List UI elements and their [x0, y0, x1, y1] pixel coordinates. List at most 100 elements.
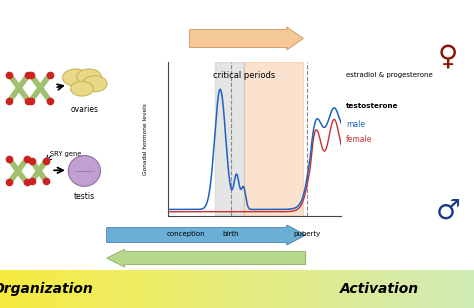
Bar	[216, 270, 219, 308]
Bar	[71, 270, 74, 308]
Bar	[204, 270, 207, 308]
Bar	[201, 270, 205, 308]
FancyArrow shape	[190, 27, 303, 50]
Bar	[450, 270, 454, 308]
Bar	[246, 270, 250, 308]
Bar	[211, 270, 214, 308]
Bar	[237, 270, 240, 308]
Bar	[111, 270, 115, 308]
Bar	[472, 270, 474, 308]
Bar	[467, 270, 470, 308]
Bar	[118, 270, 122, 308]
Bar	[254, 270, 257, 308]
Bar	[50, 270, 53, 308]
Text: defeminization: defeminization	[168, 253, 235, 262]
Bar	[109, 270, 112, 308]
Bar	[287, 270, 290, 308]
Bar	[62, 270, 65, 308]
Bar	[270, 270, 273, 308]
Bar	[436, 270, 439, 308]
Text: female: female	[346, 135, 373, 144]
Bar	[282, 270, 285, 308]
Bar	[225, 270, 228, 308]
Bar	[28, 270, 32, 308]
Bar	[427, 270, 430, 308]
Text: testosterone: testosterone	[346, 103, 399, 109]
Bar	[398, 270, 401, 308]
Bar	[192, 270, 195, 308]
Bar	[0, 270, 3, 308]
Bar	[185, 270, 188, 308]
Bar	[353, 270, 356, 308]
Bar	[389, 270, 392, 308]
Bar	[116, 270, 119, 308]
Bar	[438, 270, 442, 308]
Text: Activation: Activation	[340, 282, 419, 296]
Bar	[66, 270, 70, 308]
Bar	[429, 270, 432, 308]
Bar	[218, 270, 221, 308]
Bar	[431, 270, 435, 308]
Bar	[36, 270, 39, 308]
Bar	[256, 270, 259, 308]
Bar	[245, 62, 303, 216]
Bar	[417, 270, 420, 308]
Text: feminization: feminization	[214, 33, 274, 43]
Bar	[284, 270, 288, 308]
Bar	[232, 270, 236, 308]
Bar	[453, 270, 456, 308]
Bar	[465, 270, 468, 308]
Bar	[396, 270, 399, 308]
Bar	[346, 270, 349, 308]
Bar	[121, 270, 124, 308]
Bar	[377, 270, 380, 308]
Bar	[462, 270, 465, 308]
Bar	[220, 270, 224, 308]
Bar	[156, 270, 160, 308]
Bar	[348, 270, 352, 308]
Bar	[52, 270, 55, 308]
Bar	[382, 270, 385, 308]
Bar	[363, 270, 366, 308]
Bar	[370, 270, 373, 308]
Bar	[251, 270, 255, 308]
Bar	[182, 270, 186, 308]
Bar	[147, 270, 150, 308]
Bar	[412, 270, 416, 308]
Bar	[261, 270, 264, 308]
Bar	[152, 270, 155, 308]
Bar	[443, 270, 447, 308]
Bar	[187, 270, 191, 308]
Bar	[318, 270, 321, 308]
FancyArrow shape	[107, 225, 306, 245]
Bar	[265, 270, 269, 308]
Bar	[26, 270, 29, 308]
Ellipse shape	[68, 156, 100, 186]
Bar	[100, 270, 103, 308]
Bar	[360, 270, 364, 308]
Bar	[391, 270, 394, 308]
Bar	[419, 270, 423, 308]
Bar	[33, 270, 36, 308]
Bar	[446, 270, 449, 308]
Bar	[43, 270, 46, 308]
Bar	[159, 270, 162, 308]
Bar	[164, 270, 167, 308]
Bar	[149, 270, 153, 308]
Bar	[249, 270, 252, 308]
Bar	[403, 270, 406, 308]
Bar	[142, 270, 146, 308]
Bar	[154, 270, 157, 308]
Bar	[263, 270, 266, 308]
Bar	[19, 270, 22, 308]
Bar	[386, 270, 390, 308]
Bar	[168, 270, 172, 308]
Bar	[292, 270, 295, 308]
Bar	[424, 270, 428, 308]
Bar	[422, 270, 425, 308]
Bar	[296, 270, 300, 308]
Bar	[301, 270, 304, 308]
Bar	[104, 270, 108, 308]
Bar	[294, 270, 297, 308]
Bar	[76, 270, 79, 308]
